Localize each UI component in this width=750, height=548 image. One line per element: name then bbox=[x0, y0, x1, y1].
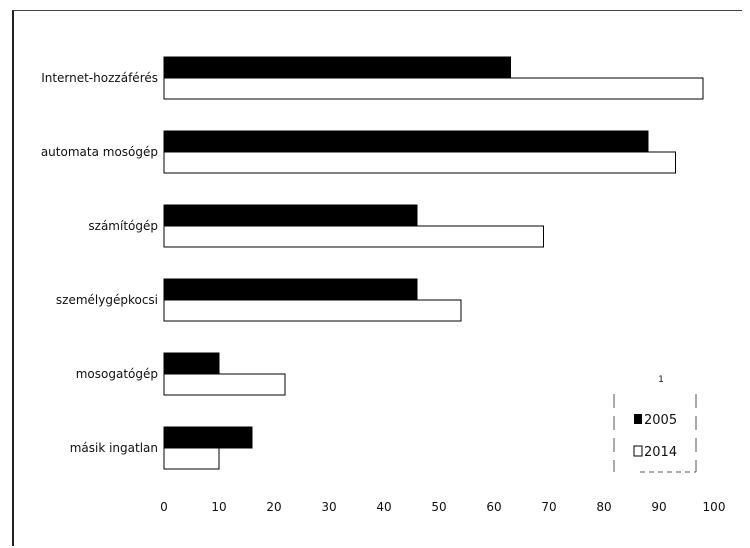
x-tick-label-70: 70 bbox=[541, 500, 556, 514]
category-label-masik-ingatlan: másik ingatlan bbox=[70, 441, 158, 455]
x-tick-label-40: 40 bbox=[376, 500, 391, 514]
bars bbox=[163, 56, 704, 470]
category-label-mosogatogep: mosogatógép bbox=[76, 367, 158, 381]
bar-2005-szamitogep bbox=[163, 204, 418, 227]
category-label-internet-hozzaferes: Internet-hozzáférés bbox=[41, 71, 158, 85]
bar-2014-szamitogep bbox=[163, 225, 544, 248]
category-label-szamitogep: számítógép bbox=[88, 219, 158, 233]
bar-2005-mosogatogep bbox=[163, 352, 220, 375]
x-tick-label-10: 10 bbox=[211, 500, 226, 514]
category-labels: Internet-hozzáférés automata mosógép számí… bbox=[41, 71, 158, 455]
legend-swatch-2005 bbox=[634, 414, 642, 424]
bar-2014-masik-ingatlan bbox=[163, 447, 220, 470]
bar-2005-internet-hozzaferes bbox=[163, 56, 511, 79]
x-tick-label-0: 0 bbox=[160, 500, 168, 514]
x-tick-labels: 0 10 20 30 40 50 60 70 80 90 100 bbox=[160, 500, 725, 514]
x-tick-label-20: 20 bbox=[266, 500, 281, 514]
legend-label-2014: 2014 bbox=[644, 445, 677, 460]
legend-marker-text: 1 bbox=[658, 375, 664, 385]
bar-2005-szemelygepkocsi bbox=[163, 278, 418, 301]
x-tick-label-90: 90 bbox=[651, 500, 666, 514]
x-tick-label-50: 50 bbox=[431, 500, 446, 514]
bar-2014-szemelygepkocsi bbox=[163, 299, 462, 322]
bar-2014-internet-hozzaferes bbox=[163, 77, 704, 100]
bar-2014-mosogatogep bbox=[163, 373, 286, 396]
category-label-szemelygepkocsi: személygépkocsi bbox=[56, 293, 158, 307]
bar-2005-automata-mosogep bbox=[163, 130, 649, 153]
bar-2005-masik-ingatlan bbox=[163, 426, 253, 449]
legend: 1 2005 2014 bbox=[613, 375, 697, 473]
bar-2014-automata-mosogep bbox=[163, 151, 676, 174]
legend-swatch-2014 bbox=[633, 445, 643, 457]
chart-frame bbox=[12, 10, 742, 546]
x-tick-label-100: 100 bbox=[703, 500, 726, 514]
x-tick-label-80: 80 bbox=[596, 500, 611, 514]
category-label-automata-mosogep: automata mosógép bbox=[41, 145, 158, 159]
x-tick-label-60: 60 bbox=[486, 500, 501, 514]
legend-label-2005: 2005 bbox=[644, 413, 677, 428]
x-tick-label-30: 30 bbox=[321, 500, 336, 514]
